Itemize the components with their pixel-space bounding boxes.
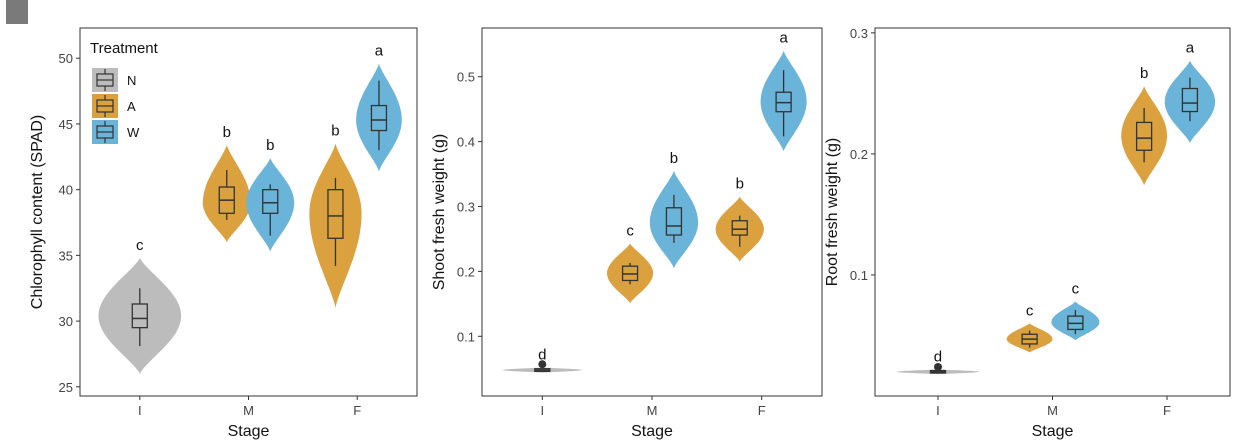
y-tick-label: 0.2 [457,264,475,279]
letter-M-A: c [626,222,634,239]
y-tick-label: 25 [59,380,73,395]
x-tick-label: I [138,403,142,418]
box-F-A [731,220,748,236]
x-axis-label: Stage [1032,423,1074,440]
y-tick-label: 0.1 [850,268,868,283]
box-F-A [327,189,344,239]
x-axis-label: Stage [228,423,270,440]
letter-M-W: b [266,137,274,154]
legend-label-W: W [127,125,140,140]
letter-F-A: b [1140,65,1148,82]
letter-M-A: b [223,124,231,141]
letter-F-W: a [779,30,788,47]
outlier-I-N [933,362,942,371]
letter-M-W: b [670,150,678,167]
letter-F-W: a [1186,40,1195,57]
letter-I-N: d [934,348,942,365]
y-axis-label: Root fresh weight (g) [824,138,841,287]
y-tick-label: 0.3 [850,26,868,41]
y-axis-label: Shoot fresh weight (g) [431,134,448,291]
x-tick-label: M [647,403,658,418]
x-tick-label: I [541,403,545,418]
corner-marker [6,0,28,24]
y-tick-label: 0.3 [457,199,475,214]
letter-F-A: b [331,123,339,140]
y-tick-label: 0.5 [457,70,475,85]
chart-panel-3: d c c b a 0.1 0.2 0.3 I M F Stage Root fresh weight … [824,26,1231,440]
y-tick-label: 35 [59,248,73,263]
box-F-A [1135,121,1153,151]
box-F-W [1181,87,1199,113]
y-tick-label: 50 [59,51,73,66]
legend-label-N: N [127,73,136,88]
letter-F-A: b [736,176,744,193]
x-tick-label: F [758,403,766,418]
x-axis-label: Stage [631,423,673,440]
x-tick-label: M [1047,403,1058,418]
x-tick-label: F [353,403,361,418]
letter-I-N: d [538,346,546,363]
y-tick-label: 40 [59,183,73,198]
y-tick-label: 0.2 [850,147,868,162]
letter-F-W: a [375,42,384,59]
box-I-N [131,303,148,329]
letter-M-W: c [1072,281,1080,298]
y-tick-label: 30 [59,314,73,329]
y-tick-label: 45 [59,117,73,132]
x-tick-label: F [1163,403,1171,418]
y-axis-label: Chlorophyll content (SPAD) [29,115,46,309]
chart-panel-2: d c b b a 0.1 0.2 0.3 0.4 0.5 I M F Stage Shoot fresh … [431,27,823,440]
letter-I-N: c [136,237,144,254]
chart-panel-1: c b b b a 25 30 35 40 45 50 I M F Stage Chlorophyll con… [29,27,418,440]
letter-M-A: c [1026,302,1034,319]
legend-label-A: A [127,99,136,114]
y-tick-label: 0.4 [457,135,475,150]
legend-title: Treatment [90,40,159,57]
outlier-I-N [538,360,547,369]
x-tick-label: M [243,403,254,418]
box-M-W [262,189,279,214]
y-tick-label: 0.1 [457,329,475,344]
legend: Treatment NAW [90,40,159,144]
box-M-W [665,207,683,236]
x-tick-label: I [936,403,940,418]
box-F-W [370,104,388,132]
